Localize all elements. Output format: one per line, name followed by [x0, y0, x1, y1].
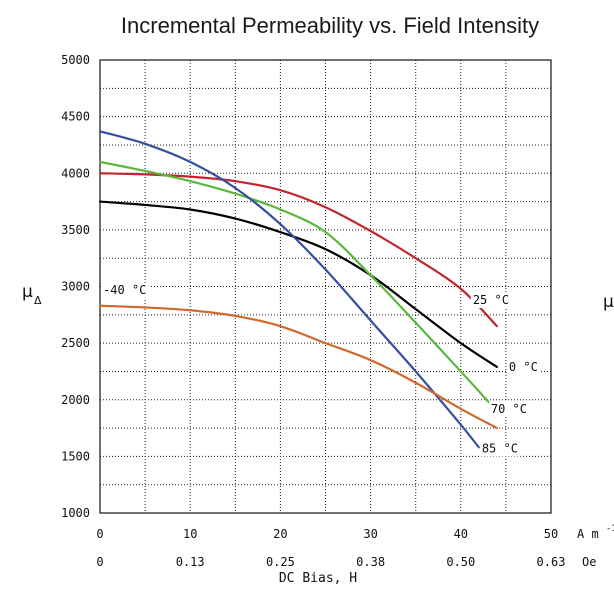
x-tick-label-oe: 0.25: [266, 555, 295, 569]
series-line: [98, 172, 498, 328]
series-label-bg: [470, 293, 512, 309]
x-tick-label: 30: [363, 527, 377, 541]
x-tick-labels: 0 10 20 30 40 50: [96, 527, 558, 541]
y-tick-labels: 1000 1500 2000 2500 3000 3500 4000 4500 5000: [61, 53, 90, 520]
x-tick-label: 50: [544, 527, 558, 541]
series-line: [98, 304, 498, 430]
y-tick-label: 4000: [61, 166, 90, 180]
y-tick-label: 1500: [61, 449, 90, 463]
x-tick-label-oe: 0.63: [537, 555, 566, 569]
x-axis-label: DC Bias, H: [279, 571, 357, 586]
y-axis-label-subscript: Δ: [34, 294, 42, 307]
series-label: 70 °C: [491, 402, 527, 416]
y-tick-label: 3000: [61, 280, 90, 294]
series-line: [98, 200, 498, 369]
series-label: -40 °C: [103, 283, 146, 297]
chart-title: Incremental Permeability vs. Field Inten…: [121, 13, 539, 38]
y-tick-label: 4500: [61, 110, 90, 124]
series-label-bg: [101, 282, 149, 298]
y-tick-label: 1000: [61, 506, 90, 520]
series-line: [98, 160, 498, 413]
x-tick-label-oe: 0.13: [176, 555, 205, 569]
grid: [100, 60, 551, 513]
series-label-bg: [488, 401, 530, 417]
x-unit-oe-label: Oe: [582, 555, 596, 569]
x-tick-label: 40: [454, 527, 468, 541]
x-unit-label: A m: [577, 527, 599, 541]
series-label-bg: [506, 359, 541, 375]
y-tick-label: 2500: [61, 336, 90, 350]
y-tick-label: 2000: [61, 393, 90, 407]
series-line: [98, 130, 480, 449]
x-tick-labels-oe: 0 0.13 0.25 0.38 0.50 0.63: [96, 555, 565, 569]
y-tick-label: 5000: [61, 53, 90, 67]
right-clipped-label: μ: [603, 292, 614, 312]
series-label: 25 °C: [473, 293, 509, 307]
x-tick-label-oe: 0.38: [356, 555, 385, 569]
series-label-bg: [479, 441, 521, 457]
x-tick-label-oe: 0: [96, 555, 103, 569]
series-labels: 25 °C 0 °C 70 °C 85 °C -40 °C: [101, 282, 541, 457]
series-label: 85 °C: [482, 441, 518, 455]
x-tick-label: 10: [183, 527, 197, 541]
x-unit-superscript: -1: [606, 524, 614, 534]
x-tick-label: 20: [273, 527, 287, 541]
x-tick-label-oe: 0.50: [446, 555, 475, 569]
x-tick-label: 0: [96, 527, 103, 541]
series-lines: [98, 130, 498, 449]
y-tick-label: 3500: [61, 223, 90, 237]
y-axis-label: μ: [22, 282, 33, 302]
plot-frame: [99, 59, 552, 514]
series-label: 0 °C: [509, 360, 538, 374]
